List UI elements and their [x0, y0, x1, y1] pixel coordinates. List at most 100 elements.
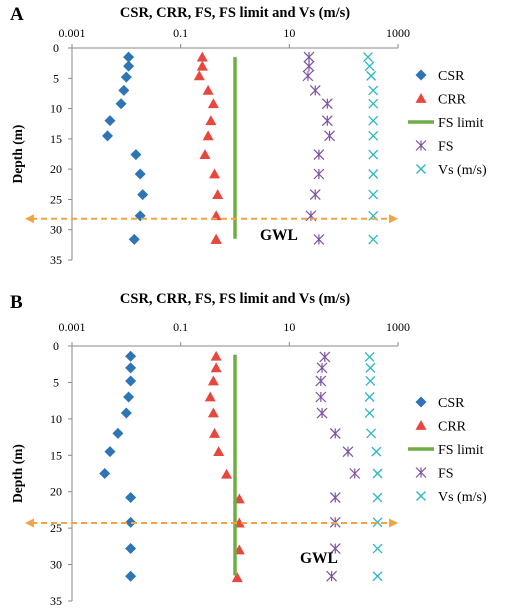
panel-a-series-fs-point: [313, 233, 325, 245]
panel-b-y-tick-label: 30: [50, 558, 62, 572]
panel-a-series-vs-m-s-point: [368, 85, 379, 96]
panel-a-legend-item-csr: CSR: [415, 69, 465, 84]
panel-b-x-tick-label: 0.001: [59, 320, 86, 334]
panel-a-series-crr-point: [199, 149, 211, 160]
panel-a-series-fs: [302, 51, 335, 245]
panel-a-series-csr: [101, 51, 149, 245]
panel-a-series-csr-point: [137, 189, 149, 201]
panel-a-y-tick-label: 10: [50, 102, 62, 116]
panel-a-y-tick-label: 0: [53, 41, 59, 55]
panel-a-series-vs-m-s-point: [368, 115, 379, 126]
panel-b-y-label: Depth (m): [10, 444, 25, 503]
panel-a-series-crr: [193, 51, 224, 244]
panel-a-series-crr-point: [210, 210, 222, 221]
panel-b-label: B: [10, 292, 23, 313]
panel-a-legend-item-csr-swatch: [415, 69, 427, 81]
panel-a-series-vs-m-s-point-stroke-1: [368, 234, 379, 245]
panel-a-legend-item-fs-swatch: [415, 140, 427, 151]
panel-b-y-tick-label: 35: [50, 594, 62, 606]
panel-a-series-vs-m-s-point-stroke-1: [368, 98, 379, 109]
panel-b-series-csr: [99, 350, 137, 582]
panel-b-series-vs-m-s-point: [372, 571, 383, 582]
panel-a-gwl-annotation: GWL: [260, 227, 298, 244]
panel-b-title: CSR, CRR, FS, FS limit and Vs (m/s): [120, 291, 350, 307]
panel-a-x-tick-label: 0.001: [59, 26, 86, 40]
panel-b-series-csr-point: [125, 543, 137, 555]
panel-b-series-csr-point: [125, 570, 137, 582]
panel-a-legend-item-vs-m-s-swatch: [416, 164, 426, 174]
panel-b-legend-item-crr-swatch: [415, 420, 427, 430]
panel-b-y-tick-label: 5: [53, 375, 59, 389]
panel-a: A CSR, CRR, FS, FS limit and Vs (m/s) 0.00…: [10, 4, 487, 267]
panel-a-x-tick-label: 1000: [386, 26, 410, 40]
panel-b-legend-item-crr: CRR: [415, 420, 467, 435]
panel-b-series-fs-point: [326, 570, 338, 582]
panel-a-title: CSR, CRR, FS, FS limit and Vs (m/s): [120, 5, 350, 21]
panel-b-series-fs-point: [342, 446, 354, 458]
panel-a-series-vs-m-s-point-stroke-1: [368, 189, 379, 200]
panel-a-series-fs-point: [313, 168, 325, 180]
panel-b-legend-item-vs-m-s-swatch: [416, 491, 426, 501]
panel-b-legend-item-csr-swatch: [415, 396, 427, 408]
panel-a-series-crr-point: [212, 189, 224, 199]
panel-b-series-vs-m-s-point: [371, 446, 382, 457]
panel-a-series-csr-point: [130, 149, 142, 161]
panel-a-series-crr-point: [207, 98, 219, 109]
panel-b-legend: CSR CRR FS limit FS Vs (m/s): [408, 396, 487, 505]
panel-b-gwl-arrow-right: [389, 518, 398, 528]
panel-b-series-fs-point: [319, 351, 331, 363]
panel-b-y-tick-label: 0: [53, 339, 59, 353]
panel-b-x-tick-label: 0.1: [173, 320, 188, 334]
panel-b-legend-item-fs-limit-label: FS limit: [438, 443, 484, 458]
panel-b-series-fs-point: [329, 428, 341, 439]
panel-b-series-vs-m-s-point-stroke-1: [364, 351, 375, 362]
panel-a-series-csr-point: [134, 168, 146, 180]
panel-b-series-vs-m-s-point: [366, 428, 377, 439]
panel-b-series-csr-point: [125, 516, 137, 528]
panel-a-series-fs-point: [309, 84, 321, 96]
panel-b-series-csr-point: [104, 446, 116, 458]
panel-b-series-crr-point: [231, 572, 243, 583]
panel-b-series-fs-point: [316, 362, 328, 374]
panel-a-series-fs-point: [321, 98, 333, 110]
panel-b-series-vs-m-s-point-stroke-1: [366, 428, 377, 439]
panel-a-series-vs-m-s-point-stroke-1: [364, 61, 375, 72]
panel-a-gwl-arrow-right: [389, 214, 398, 224]
panel-b-series-csr-point: [112, 427, 124, 439]
panel-b-legend-item-fs-swatch: [415, 467, 427, 478]
panel-a-y-tick-label: 25: [50, 192, 62, 206]
panel-b-series-csr-point: [125, 492, 137, 504]
panel-a-series-crr-point: [205, 115, 217, 126]
panel-a-series-vs-m-s-point-stroke-1: [366, 70, 377, 81]
panel-b-series-fs-point: [315, 375, 327, 387]
panel-b-legend-item-fs-label: FS: [438, 467, 454, 482]
panel-a-legend-item-vs-m-s: Vs (m/s): [416, 163, 487, 178]
panel-a-series-vs-m-s-point: [368, 169, 379, 179]
panel-b-series-vs-m-s-point-stroke-1: [364, 392, 375, 402]
panel-a-series-csr-point: [104, 115, 116, 127]
panel-a-series-crr-point: [202, 130, 214, 141]
panel-b-series-vs-m-s-point: [365, 362, 376, 373]
panel-a-series-csr-point: [128, 233, 140, 245]
panel-a-series-csr-point: [123, 51, 135, 63]
panel-a-legend-item-vs-m-s-swatch-stroke-1: [416, 164, 426, 174]
panel-a-y-tick-label: 5: [53, 71, 59, 85]
panel-b-legend-item-csr-label: CSR: [438, 396, 465, 411]
panel-a-y-tick-label: 20: [50, 162, 62, 176]
panel-a-series-vs-m-s-point: [366, 70, 377, 81]
panel-a-series-fs-point: [302, 70, 314, 82]
panel-b-series-vs-m-s-point: [364, 408, 375, 418]
panel-b-series-vs-m-s-point-stroke-1: [372, 517, 383, 528]
panel-a-gwl-arrow-left: [25, 214, 34, 224]
panel-b-series-vs-m-s-point-stroke-1: [372, 543, 383, 554]
panel-b-x-tick-label: 10: [283, 320, 295, 334]
panel-b-series-fs-point: [349, 468, 361, 479]
panel-a-label: A: [10, 4, 24, 25]
panel-b-legend-item-csr: CSR: [415, 396, 465, 411]
panel-b-legend-item-vs-m-s-swatch-stroke-1: [416, 491, 426, 501]
panel-b-series-csr-point: [125, 375, 137, 387]
panel-b-series-vs-m-s-point: [364, 392, 375, 402]
panel-b-series-fs-point: [329, 543, 341, 554]
